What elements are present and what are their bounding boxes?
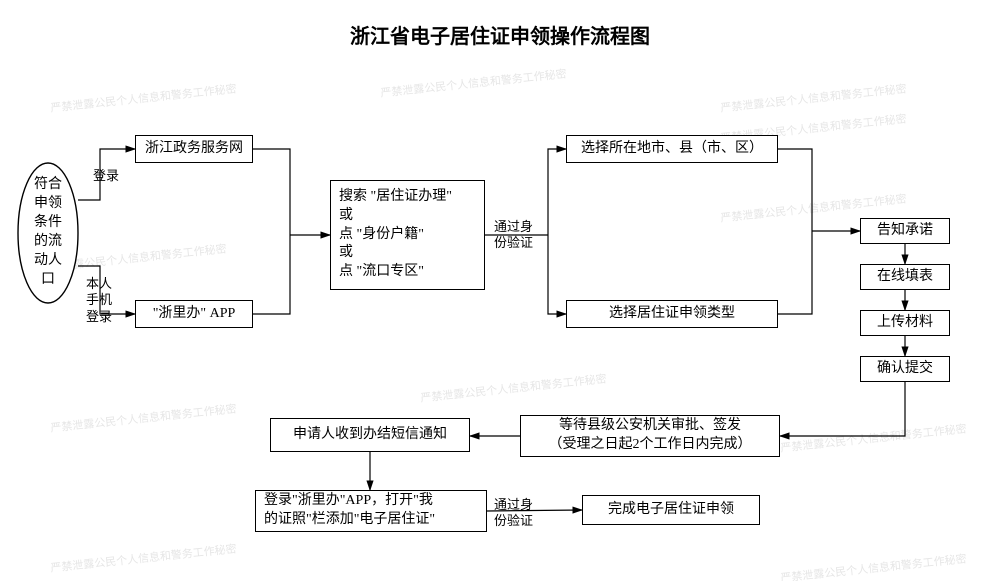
node-search: 搜索 "居住证办理" 或 点 "身份户籍" 或 点 "流口专区" — [330, 180, 485, 290]
watermark: 严禁泄露公民个人信息和警务工作秘密 — [780, 550, 968, 581]
watermark: 严禁泄露公民个人信息和警务工作秘密 — [50, 80, 238, 115]
node-complete: 完成电子居住证申领 — [582, 495, 760, 525]
edge-govnet-right — [253, 149, 290, 235]
edge-selType-right — [778, 231, 812, 314]
watermark: 严禁泄露公民个人信息和警务工作秘密 — [380, 65, 568, 100]
node-fill: 在线填表 — [860, 264, 950, 290]
edge-submit-bot — [780, 382, 905, 436]
edge-split-down — [548, 235, 566, 314]
node-zheliban: "浙里办" APP — [135, 300, 253, 328]
flow-arrows — [0, 0, 1000, 581]
node-start: 符合 申领 条件 的流 动人 口 — [18, 163, 78, 303]
label-verify2: 通过身 份验证 — [494, 497, 533, 530]
watermark: 严禁泄露公民个人信息和警务工作秘密 — [780, 420, 968, 455]
node-upload: 上传材料 — [860, 310, 950, 336]
node-selCity: 选择所在地市、县（市、区） — [566, 135, 778, 163]
diagram-title: 浙江省电子居住证申领操作流程图 — [0, 20, 1000, 49]
node-sms: 申请人收到办结短信通知 — [270, 418, 470, 452]
edge-selCity-right — [778, 149, 812, 231]
node-promise: 告知承诺 — [860, 218, 950, 244]
watermark: 严禁泄露公民个人信息和警务工作秘密 — [720, 80, 908, 115]
label-verify1: 通过身 份验证 — [494, 219, 533, 252]
node-govnet: 浙江政务服务网 — [135, 135, 253, 163]
node-submit: 确认提交 — [860, 356, 950, 382]
watermark: 严禁泄露公民个人信息和警务工作秘密 — [50, 540, 238, 575]
watermark: 严禁泄露公民个人信息和警务工作秘密 — [50, 400, 238, 435]
edge-split-up — [548, 149, 566, 235]
node-selType: 选择居住证申领类型 — [566, 300, 778, 328]
node-wait: 等待县级公安机关审批、签发 （受理之日起2个工作日内完成） — [520, 415, 780, 457]
edge-zheliban-right — [253, 235, 290, 314]
label-phone: 本人 手机 登录 — [86, 276, 112, 325]
node-loginAdd: 登录"浙里办"APP，打开"我 的证照"栏添加"电子居住证" — [255, 490, 487, 532]
label-login: 登录 — [93, 168, 119, 184]
watermark: 严禁泄露公民个人信息和警务工作秘密 — [420, 370, 608, 405]
